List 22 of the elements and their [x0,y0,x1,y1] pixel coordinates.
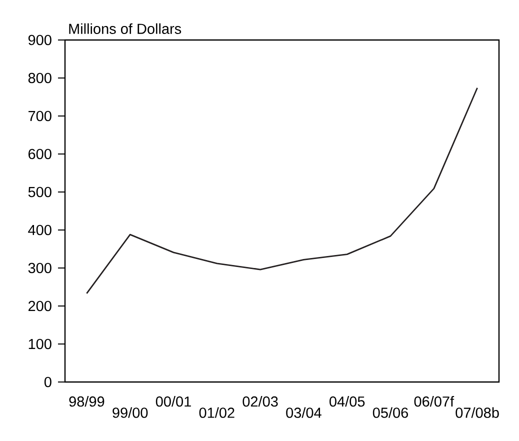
x-tick-label: 99/00 [112,407,148,418]
y-tick-label: 400 [28,224,52,236]
x-tick-label: 03/04 [286,407,322,418]
y-tick-label: 600 [28,148,52,160]
x-tick-label: 07/08b [456,407,499,418]
x-tick-label: 06/07f [414,396,454,407]
x-tick-label: 04/05 [330,396,365,407]
y-tick-label: 500 [28,186,52,198]
x-tick-label: 00/01 [156,396,191,407]
x-tick-label: 05/06 [372,407,408,418]
y-tick-label: 200 [28,300,52,312]
y-axis-title: Millions of Dollars [69,23,182,34]
x-tick-label: 98/99 [69,396,104,407]
line-series [86,87,478,294]
y-tick-label: 800 [28,72,52,84]
y-tick-label: 700 [28,110,52,122]
x-tick-label: 01/02 [199,407,234,418]
y-tick-label: 100 [28,338,52,350]
x-tick-label: 02/03 [242,396,278,407]
y-tick-label: 900 [28,34,52,46]
y-tick-label: 300 [28,262,52,274]
y-tick-label: 0 [44,376,52,388]
